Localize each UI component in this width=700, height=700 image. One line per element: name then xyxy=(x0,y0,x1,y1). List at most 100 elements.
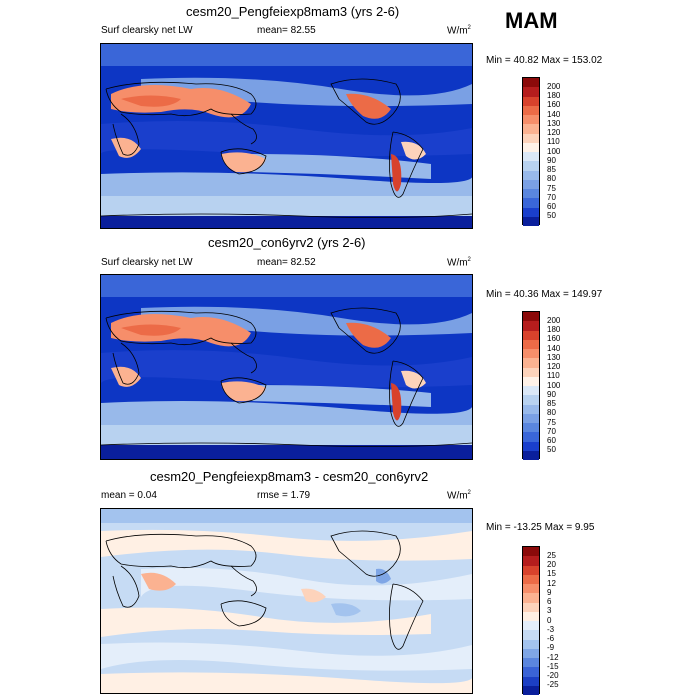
panel-3-units: W/m2 xyxy=(447,490,471,502)
panel-2-colorbar-swatch xyxy=(523,367,539,377)
panel-2-title: cesm20_con6yrv2 (yrs 2-6) xyxy=(208,235,366,250)
panel-3-rmse-label: rmse = 1.79 xyxy=(257,490,311,501)
panel-2-colorbar-tick: 110 xyxy=(547,371,560,380)
panel-3-colorbar-swatch xyxy=(523,547,539,557)
panel-1-colorbar-swatch xyxy=(523,105,539,115)
panel-2-colorbar-swatch xyxy=(523,423,539,433)
panel-3-colorbar-swatch xyxy=(523,621,539,631)
panel-1-colorbar-swatch xyxy=(523,170,539,180)
panel-2-units: W/m2 xyxy=(447,257,471,269)
panel-3-colorbar-swatch xyxy=(523,593,539,603)
panel-3-colorbar-tick: 6 xyxy=(547,597,552,606)
panel-2-colorbar-tick: 120 xyxy=(547,362,561,371)
panel-3-mean-label: mean = 0.04 xyxy=(101,490,157,501)
panel-1-colorbar-swatch xyxy=(523,142,539,152)
panel-2-colorbar-swatch xyxy=(523,349,539,359)
panel-1-colorbar-tick: 90 xyxy=(547,156,556,165)
panel-1-units: W/m2 xyxy=(447,25,471,37)
panel-2-colorbar-swatch xyxy=(523,312,539,322)
panel-3-field xyxy=(101,509,472,693)
panel-2-mean-label: mean= 82.52 xyxy=(257,257,316,268)
panel-1-colorbar-swatch xyxy=(523,96,539,106)
panel-1-colorbar-tick: 120 xyxy=(547,128,561,137)
panel-3-colorbar-tick: 0 xyxy=(547,616,552,625)
panel-3-colorbar-swatch xyxy=(523,611,539,621)
panel-2-colorbar-tick: 180 xyxy=(547,325,561,334)
panel-1-colorbar-tick: 85 xyxy=(547,165,556,174)
panel-2-colorbar-swatch xyxy=(523,450,539,460)
panel-2-variable-label: Surf clearsky net LW xyxy=(101,257,193,268)
panel-2-field xyxy=(101,275,472,459)
panel-2-colorbar-swatch xyxy=(523,413,539,423)
panel-1-colorbar-tick: 110 xyxy=(547,137,560,146)
panel-2-colorbar-swatch xyxy=(523,321,539,331)
panel-1-colorbar-tick: 75 xyxy=(547,184,556,193)
panel-1-colorbar-swatch xyxy=(523,133,539,143)
panel-3-colorbar-tick: -6 xyxy=(547,634,555,643)
season-label: MAM xyxy=(505,8,558,33)
panel-3-colorbar-swatch xyxy=(523,574,539,584)
panel-2-colorbar: 200 180 160 140 130 120 110 100 90 85 80… xyxy=(522,311,560,460)
panel-1-colorbar-tick: 160 xyxy=(547,100,561,109)
panel-3-colorbar-tick: -15 xyxy=(547,662,559,671)
panel-3-minmax: Min = -13.25 Max = 9.95 xyxy=(486,522,595,533)
panel-3-colorbar-tick: -20 xyxy=(547,671,559,680)
panel-3-colorbar-swatch xyxy=(523,676,539,686)
panel-1-colorbar-tick: 130 xyxy=(547,119,561,128)
panel-1-colorbar-swatch xyxy=(523,87,539,97)
panel-1-colorbar-swatch xyxy=(523,161,539,171)
panel-2-colorbar-tick: 90 xyxy=(547,390,556,399)
panel-3-colorbar-tick: -12 xyxy=(547,653,559,662)
panel-3-colorbar-swatch xyxy=(523,667,539,677)
panel-2-colorbar-swatch xyxy=(523,386,539,396)
panel-3-colorbar-tick: -9 xyxy=(547,643,555,652)
panel-3-colorbar-swatch xyxy=(523,685,539,695)
panel-1-field xyxy=(101,44,472,228)
panel-3-colorbar-tick: 25 xyxy=(547,551,556,560)
panel-3-colorbar-swatch xyxy=(523,648,539,658)
panel-1-colorbar-swatch xyxy=(523,152,539,162)
panel-1-minmax: Min = 40.82 Max = 153.02 xyxy=(486,55,603,66)
panel-3-colorbar-tick: -3 xyxy=(547,625,555,634)
panel-1-colorbar-tick: 60 xyxy=(547,202,556,211)
panel-2-colorbar-swatch xyxy=(523,339,539,349)
panel-3-colorbar-swatch xyxy=(523,584,539,594)
panel-2-colorbar-tick: 160 xyxy=(547,334,561,343)
panel-3-colorbar-swatch xyxy=(523,565,539,575)
panel-1-colorbar-tick: 180 xyxy=(547,91,561,100)
panel-1-colorbar-swatch xyxy=(523,207,539,217)
panel-3-colorbar: 25 20 15 12 9 6 3 0 -3 -6 -9 -12 -15 -20… xyxy=(522,546,559,695)
panel-3-colorbar-swatch xyxy=(523,639,539,649)
panel-2-colorbar-swatch xyxy=(523,330,539,340)
panel-2-colorbar-tick: 80 xyxy=(547,408,556,417)
panel-3-colorbar-tick: 3 xyxy=(547,606,552,615)
panel-1-colorbar-tick: 50 xyxy=(547,211,556,220)
panel-2-colorbar-tick: 70 xyxy=(547,427,556,436)
panel-1-mean-label: mean= 82.55 xyxy=(257,25,316,36)
panel-1-map xyxy=(100,43,473,229)
panel-3-colorbar-tick: 9 xyxy=(547,588,552,597)
panel-3-title: cesm20_Pengfeiexp8mam3 - cesm20_con6yrv2 xyxy=(150,469,429,484)
panel-2-colorbar-tick: 85 xyxy=(547,399,556,408)
panel-2-colorbar-tick: 60 xyxy=(547,436,556,445)
panel-1-colorbar-tick: 100 xyxy=(547,147,561,156)
panel-2-colorbar-swatch xyxy=(523,432,539,442)
panel-1-colorbar: 200 180 160 140 130 120 110 100 90 85 80… xyxy=(522,77,560,226)
panel-3-colorbar-swatch xyxy=(523,556,539,566)
panel-1-variable-label: Surf clearsky net LW xyxy=(101,25,193,36)
panel-2-colorbar-tick: 75 xyxy=(547,418,556,427)
panel-2-colorbar-swatch xyxy=(523,441,539,451)
panel-1-colorbar-swatch xyxy=(523,189,539,199)
panel-3-colorbar-swatch xyxy=(523,630,539,640)
panel-3-colorbar-tick: 15 xyxy=(547,569,556,578)
panel-1-colorbar-swatch xyxy=(523,124,539,134)
panel-2-colorbar-swatch xyxy=(523,395,539,405)
panel-1-colorbar-swatch xyxy=(523,115,539,125)
panel-3-colorbar-tick: -25 xyxy=(547,680,559,689)
panel-3-colorbar-tick: 12 xyxy=(547,579,556,588)
panel-2-map xyxy=(100,274,473,460)
panel-1-colorbar-tick: 140 xyxy=(547,110,561,119)
panel-1-title: cesm20_Pengfeiexp8mam3 (yrs 2-6) xyxy=(186,4,400,19)
panel-1-colorbar-swatch xyxy=(523,198,539,208)
panel-2-colorbar-tick: 100 xyxy=(547,381,561,390)
